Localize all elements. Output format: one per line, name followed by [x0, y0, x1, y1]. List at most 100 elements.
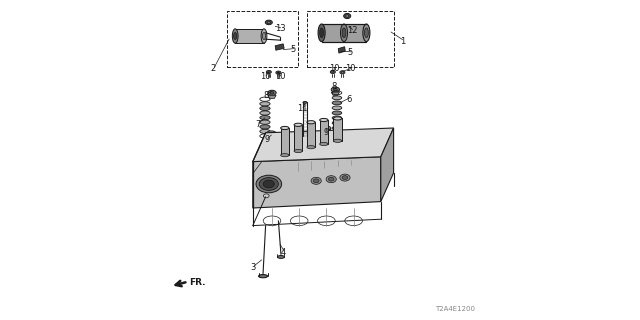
Text: 13: 13 — [275, 24, 285, 33]
Ellipse shape — [260, 111, 270, 115]
Ellipse shape — [332, 71, 334, 73]
Polygon shape — [332, 92, 339, 95]
Ellipse shape — [340, 24, 348, 42]
Text: FR.: FR. — [189, 278, 206, 287]
Polygon shape — [253, 157, 381, 208]
Ellipse shape — [307, 146, 315, 149]
Ellipse shape — [303, 101, 307, 103]
Bar — [294, 125, 302, 151]
Ellipse shape — [262, 33, 266, 39]
Text: 1: 1 — [401, 37, 406, 46]
Ellipse shape — [234, 33, 237, 39]
Ellipse shape — [268, 71, 270, 73]
Ellipse shape — [263, 180, 275, 188]
Ellipse shape — [322, 126, 331, 130]
Text: 7: 7 — [255, 120, 260, 129]
Polygon shape — [268, 95, 276, 99]
Ellipse shape — [333, 117, 342, 120]
Ellipse shape — [318, 24, 325, 42]
Ellipse shape — [260, 102, 270, 106]
Bar — [320, 120, 328, 144]
Ellipse shape — [260, 129, 270, 133]
Ellipse shape — [344, 13, 351, 19]
Ellipse shape — [264, 194, 269, 198]
Bar — [280, 128, 289, 155]
Ellipse shape — [319, 28, 323, 38]
Ellipse shape — [328, 177, 334, 181]
Text: T2A4E1200: T2A4E1200 — [435, 306, 475, 312]
Polygon shape — [339, 47, 346, 53]
Text: 4: 4 — [280, 248, 286, 257]
Text: 8: 8 — [332, 82, 337, 91]
Ellipse shape — [342, 28, 346, 38]
Ellipse shape — [341, 71, 344, 73]
Ellipse shape — [340, 71, 345, 74]
Ellipse shape — [307, 121, 315, 124]
Text: 3: 3 — [250, 263, 255, 272]
Text: 12: 12 — [347, 26, 357, 35]
Polygon shape — [253, 128, 394, 162]
Text: 9: 9 — [324, 128, 329, 137]
Ellipse shape — [267, 21, 270, 23]
Ellipse shape — [332, 96, 342, 100]
Ellipse shape — [332, 101, 342, 105]
Polygon shape — [275, 44, 284, 50]
Ellipse shape — [266, 70, 271, 74]
Text: 5: 5 — [290, 45, 296, 54]
Ellipse shape — [260, 125, 270, 129]
Ellipse shape — [332, 111, 342, 115]
Bar — [307, 11, 394, 67]
Text: 2: 2 — [210, 64, 216, 73]
Ellipse shape — [303, 135, 307, 137]
Ellipse shape — [256, 175, 282, 193]
Text: 10: 10 — [345, 64, 356, 73]
Bar — [333, 118, 342, 141]
Ellipse shape — [326, 176, 337, 183]
Ellipse shape — [294, 123, 303, 126]
Bar — [321, 24, 366, 42]
Ellipse shape — [280, 154, 289, 157]
Ellipse shape — [260, 106, 270, 110]
Ellipse shape — [330, 70, 335, 74]
Text: 10: 10 — [329, 64, 340, 73]
Text: 6: 6 — [346, 95, 351, 104]
Polygon shape — [267, 133, 276, 138]
Text: 10: 10 — [275, 72, 285, 81]
Text: 8: 8 — [263, 92, 268, 100]
Ellipse shape — [342, 176, 348, 180]
Ellipse shape — [280, 126, 289, 130]
Ellipse shape — [268, 90, 276, 95]
Ellipse shape — [261, 29, 267, 43]
Ellipse shape — [365, 28, 369, 38]
Ellipse shape — [333, 139, 342, 142]
Ellipse shape — [267, 131, 276, 135]
Ellipse shape — [332, 87, 340, 92]
Ellipse shape — [277, 72, 280, 73]
Ellipse shape — [259, 178, 278, 190]
Polygon shape — [322, 128, 331, 133]
Ellipse shape — [363, 24, 370, 42]
Ellipse shape — [320, 142, 328, 146]
Ellipse shape — [333, 88, 337, 91]
Ellipse shape — [260, 116, 270, 120]
Bar — [236, 29, 264, 43]
Ellipse shape — [320, 118, 328, 122]
Ellipse shape — [265, 20, 272, 25]
Ellipse shape — [346, 15, 349, 17]
Text: 9: 9 — [264, 135, 270, 144]
Ellipse shape — [332, 106, 342, 110]
Ellipse shape — [311, 177, 321, 184]
Text: 10: 10 — [260, 72, 271, 81]
Text: 5: 5 — [348, 48, 353, 57]
Ellipse shape — [332, 116, 342, 120]
Ellipse shape — [276, 71, 281, 74]
Ellipse shape — [259, 275, 268, 278]
Ellipse shape — [278, 255, 285, 259]
Ellipse shape — [270, 92, 274, 94]
Polygon shape — [381, 128, 394, 202]
Bar — [307, 122, 315, 147]
Ellipse shape — [260, 120, 270, 124]
Ellipse shape — [232, 29, 238, 43]
Ellipse shape — [340, 174, 350, 181]
Ellipse shape — [332, 121, 342, 125]
